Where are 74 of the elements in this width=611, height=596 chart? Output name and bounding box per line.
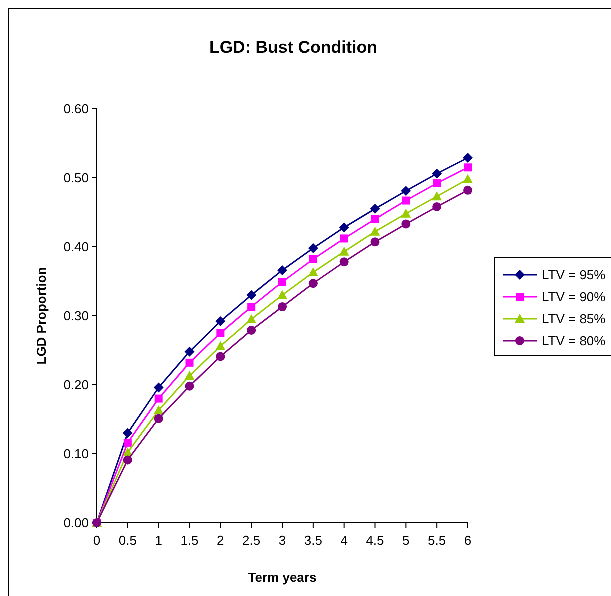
- point: [216, 341, 226, 350]
- point: [246, 314, 257, 324]
- x-tick-label: 0.5: [118, 533, 137, 548]
- chart-title: LGD: Bust Condition: [209, 38, 378, 57]
- x-tick-label: 4.5: [366, 533, 384, 548]
- point: [432, 192, 442, 201]
- x-tick-label: 0: [93, 533, 101, 548]
- point: [370, 238, 380, 247]
- y-axis-title: LGD Proportion: [34, 267, 49, 365]
- point: [402, 220, 411, 229]
- point: [123, 456, 132, 465]
- point: [278, 278, 286, 286]
- point: [463, 174, 473, 184]
- point: [278, 265, 288, 276]
- y-tick-label: 0.00: [64, 516, 89, 531]
- x-tick-label: 2.5: [242, 533, 261, 548]
- point: [124, 438, 132, 447]
- point: [308, 279, 318, 288]
- point: [339, 246, 350, 256]
- point: [216, 329, 225, 338]
- point: [308, 243, 318, 254]
- x-axis-title: Term years: [248, 570, 317, 585]
- point: [339, 222, 350, 233]
- point: [122, 428, 133, 438]
- point: [309, 255, 318, 264]
- point: [370, 204, 380, 214]
- legend-label: LTV = 80%: [542, 334, 606, 349]
- x-tick-label: 3: [278, 533, 286, 548]
- legend-label: LTV = 90%: [542, 290, 606, 305]
- y-tick-label: 0.60: [64, 102, 89, 117]
- point: [370, 226, 380, 236]
- point: [186, 358, 194, 367]
- point: [401, 186, 412, 196]
- point: [308, 268, 318, 277]
- point: [401, 208, 412, 218]
- point: [154, 406, 164, 415]
- x-tick-label: 1: [155, 533, 162, 548]
- point: [371, 215, 380, 224]
- x-tick-label: 4: [340, 533, 348, 548]
- point: [184, 371, 195, 380]
- point: [340, 234, 348, 243]
- point: [216, 352, 226, 362]
- point: [278, 290, 288, 300]
- x-tick-label: 2: [217, 533, 224, 548]
- point: [464, 164, 472, 172]
- point: [432, 202, 442, 212]
- x-tick-label: 1.5: [180, 533, 199, 548]
- y-tick-label: 0.40: [64, 240, 89, 255]
- point: [184, 346, 195, 357]
- point: [247, 326, 256, 335]
- y-tick-label: 0.10: [64, 446, 89, 462]
- point: [433, 180, 442, 188]
- y-tick-label: 0.30: [64, 308, 89, 324]
- x-tick-label: 3.5: [304, 533, 322, 548]
- point: [464, 186, 472, 195]
- legend-label: LTV = 85%: [542, 312, 606, 327]
- point: [246, 290, 257, 300]
- point: [185, 382, 194, 391]
- point: [154, 414, 164, 424]
- point: [463, 152, 473, 163]
- point: [278, 302, 287, 312]
- x-tick-label: 6: [464, 533, 472, 548]
- y-tick-label: 0.20: [64, 378, 89, 393]
- point: [154, 382, 164, 393]
- point: [402, 196, 410, 205]
- point: [216, 316, 226, 327]
- x-tick-label: 5: [402, 533, 410, 548]
- point: [340, 258, 349, 267]
- point: [248, 303, 256, 312]
- point: [432, 168, 442, 179]
- point: [154, 394, 163, 403]
- x-tick-label: 5.5: [428, 533, 446, 548]
- y-tick-label: 0.50: [64, 170, 89, 186]
- legend-label: LTV = 95%: [542, 268, 606, 283]
